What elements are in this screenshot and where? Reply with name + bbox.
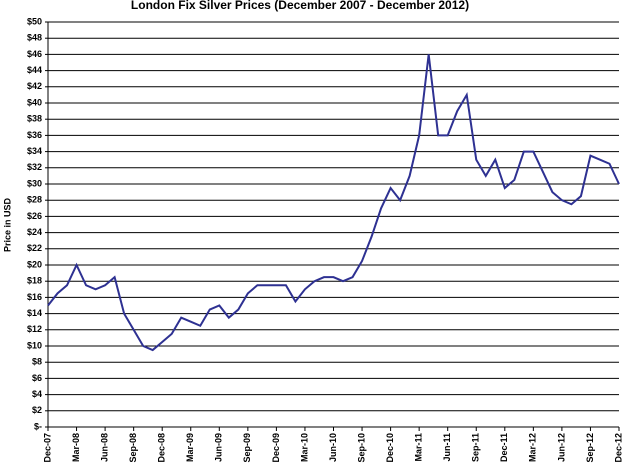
y-tick-label: $4: [32, 389, 42, 399]
y-tick-label: $30: [27, 178, 42, 188]
y-tick-label: $42: [27, 81, 42, 91]
y-tick-label: $20: [27, 259, 42, 269]
y-tick-label: $44: [27, 65, 42, 75]
x-tick-label: Dec-07: [42, 433, 52, 463]
x-tick-label: Jun-12: [556, 433, 566, 462]
x-tick-label: Mar-12: [528, 433, 538, 462]
x-tick-label: Dec-08: [157, 433, 167, 463]
x-tick-label: Dec-12: [613, 433, 622, 463]
x-tick-label: Jun-09: [214, 433, 224, 462]
chart-title: London Fix Silver Prices (December 2007 …: [131, 0, 469, 12]
x-tick-label: Mar-09: [185, 433, 195, 462]
y-tick-label: $40: [27, 97, 42, 107]
x-tick-label: Sep-10: [356, 433, 366, 463]
y-tick-label: $26: [27, 211, 42, 221]
price-line: [47, 54, 620, 352]
y-axis-title: Price in USD: [2, 197, 12, 252]
x-tick-label: Dec-10: [385, 433, 395, 463]
x-tick-label: Mar-08: [71, 433, 81, 462]
y-tick-label: $10: [27, 340, 42, 350]
y-tick-label: $24: [27, 227, 42, 237]
x-tick-label: Jun-10: [328, 433, 338, 462]
x-tick-label: Dec-11: [499, 433, 509, 462]
x-tick-label: Dec-09: [271, 433, 281, 463]
y-tick-label: $22: [27, 243, 42, 253]
y-tick-label: $34: [27, 146, 42, 156]
y-tick-label: $2: [32, 405, 42, 415]
x-tick-label: Sep-11: [471, 433, 481, 462]
y-tick-label: $12: [27, 324, 42, 334]
x-tick-label: Mar-11: [414, 433, 424, 462]
x-tick-label: Jun-08: [99, 433, 109, 462]
y-tick-label: $46: [27, 49, 42, 59]
y-tick-label: $-: [34, 421, 42, 431]
y-tick-label: $18: [27, 276, 42, 286]
y-tick-label: $28: [27, 195, 42, 205]
y-tick-label: $36: [27, 130, 42, 140]
y-tick-label: $48: [27, 33, 42, 43]
y-tick-label: $8: [32, 357, 42, 367]
x-tick-label: Sep-08: [128, 433, 138, 463]
x-tick-label: Mar-10: [299, 433, 309, 462]
x-tick-label: Jun-11: [442, 433, 452, 462]
y-tick-label: $16: [27, 292, 42, 302]
y-tick-label: $6: [32, 373, 42, 383]
y-tick-label: $32: [27, 162, 42, 172]
y-tick-label: $38: [27, 114, 42, 124]
x-tick-label: Sep-09: [242, 433, 252, 463]
x-tick-label: Sep-12: [585, 433, 595, 463]
y-tick-label: $14: [27, 308, 42, 318]
y-tick-label: $50: [27, 16, 42, 26]
